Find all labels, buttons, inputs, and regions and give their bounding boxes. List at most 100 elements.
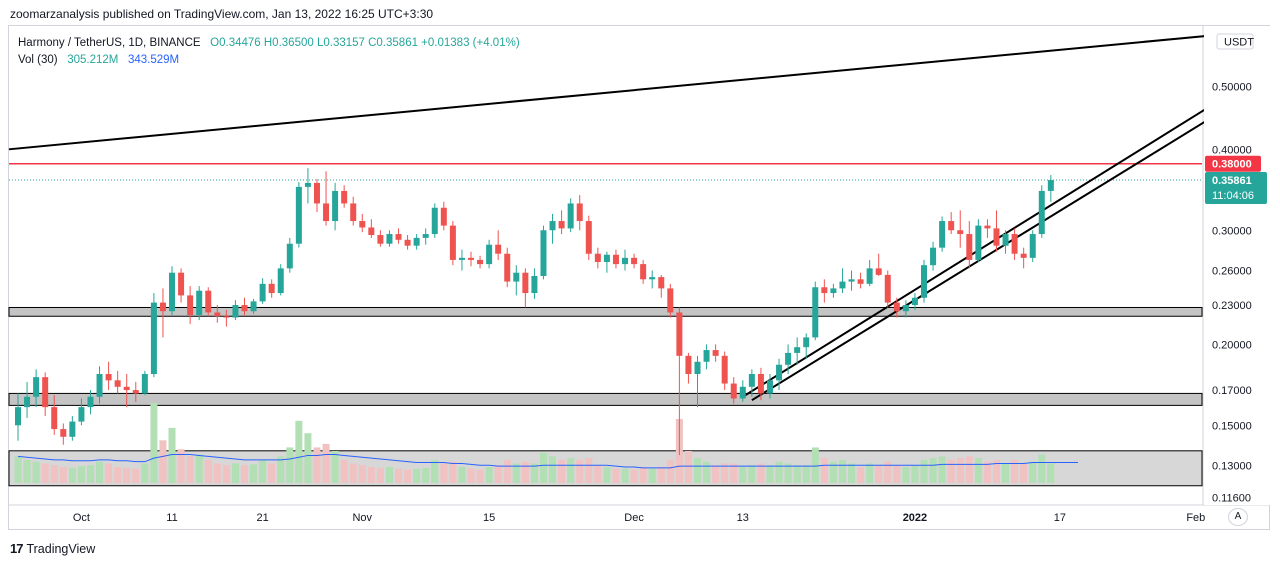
candle-body[interactable] — [812, 287, 819, 338]
candle-body[interactable] — [60, 429, 67, 437]
candle-body[interactable] — [268, 283, 275, 294]
candle-body[interactable] — [776, 364, 783, 381]
candle-body[interactable] — [150, 302, 157, 374]
candle-body[interactable] — [332, 190, 339, 222]
candle-body[interactable] — [277, 268, 284, 294]
candle-body[interactable] — [631, 257, 638, 265]
candle-body[interactable] — [422, 234, 429, 238]
candle-body[interactable] — [96, 373, 103, 397]
candle-body[interactable] — [939, 221, 946, 248]
candle-body[interactable] — [232, 305, 239, 318]
candle-body[interactable] — [576, 203, 583, 222]
legend-vol-label[interactable]: Vol (30) — [18, 54, 58, 66]
candle-body[interactable] — [676, 312, 683, 356]
auto-scale-button[interactable]: A — [1228, 508, 1248, 526]
candle-body[interactable] — [449, 225, 456, 260]
candle-body[interactable] — [930, 247, 937, 266]
candle-body[interactable] — [1020, 253, 1027, 258]
candle-body[interactable] — [440, 207, 447, 226]
candle-body[interactable] — [948, 221, 955, 231]
candle-body[interactable] — [205, 290, 212, 313]
candle-body[interactable] — [685, 355, 692, 374]
footer-branding[interactable]: 17 TradingView — [10, 541, 95, 556]
candle-body[interactable] — [323, 203, 330, 222]
candle-body[interactable] — [703, 350, 710, 362]
candle-body[interactable] — [540, 230, 547, 276]
candle-body[interactable] — [458, 257, 465, 260]
candle-body[interactable] — [622, 257, 629, 265]
support-zone[interactable] — [8, 306, 1203, 317]
candle-body[interactable] — [368, 227, 375, 235]
candle-body[interactable] — [830, 288, 837, 294]
candle-body[interactable] — [87, 396, 94, 408]
candle-body[interactable] — [957, 230, 964, 235]
candle-body[interactable] — [585, 221, 592, 254]
candle-body[interactable] — [549, 221, 556, 231]
candle-body[interactable] — [1047, 180, 1054, 191]
candle-body[interactable] — [558, 221, 565, 229]
candle-body[interactable] — [911, 297, 918, 306]
candle-body[interactable] — [404, 239, 411, 246]
candle-body[interactable] — [159, 302, 166, 312]
candle-body[interactable] — [522, 272, 529, 294]
candle-body[interactable] — [531, 275, 538, 294]
candle-body[interactable] — [1011, 234, 1018, 254]
candle-body[interactable] — [640, 264, 647, 280]
candle-body[interactable] — [386, 234, 393, 244]
candle-body[interactable] — [875, 268, 882, 275]
candle-body[interactable] — [866, 268, 873, 284]
candle-body[interactable] — [223, 316, 230, 318]
candle-body[interactable] — [24, 396, 31, 408]
candle-body[interactable] — [214, 312, 221, 317]
candle-body[interactable] — [431, 207, 438, 235]
candle-body[interactable] — [748, 373, 755, 387]
candle-body[interactable] — [603, 254, 610, 263]
candle-body[interactable] — [187, 295, 194, 315]
candle-body[interactable] — [803, 337, 810, 348]
candle-body[interactable] — [712, 350, 719, 356]
candle-body[interactable] — [495, 244, 502, 254]
candle-body[interactable] — [178, 272, 185, 296]
candle-body[interactable] — [69, 421, 76, 437]
candle-body[interactable] — [468, 257, 474, 260]
candle-body[interactable] — [667, 288, 674, 313]
candle-body[interactable] — [304, 182, 311, 187]
candle-body[interactable] — [259, 283, 266, 302]
candle-body[interactable] — [359, 221, 366, 228]
candle-body[interactable] — [350, 203, 357, 222]
candle-body[interactable] — [51, 407, 58, 430]
currency-box[interactable] — [1216, 33, 1254, 50]
candle-body[interactable] — [15, 407, 21, 426]
trendline[interactable] — [8, 34, 1215, 151]
candle-body[interactable] — [848, 279, 855, 282]
candle-body[interactable] — [313, 182, 320, 204]
candle-body[interactable] — [766, 380, 773, 394]
candle-body[interactable] — [1029, 234, 1036, 258]
candle-body[interactable] — [884, 274, 891, 303]
candle-body[interactable] — [785, 352, 792, 365]
candle-body[interactable] — [739, 386, 746, 399]
candle-body[interactable] — [984, 225, 991, 229]
candle-body[interactable] — [721, 355, 728, 384]
candle-body[interactable] — [821, 287, 828, 294]
candle-body[interactable] — [486, 244, 493, 265]
candle-body[interactable] — [286, 243, 293, 269]
legend-symbol[interactable]: Harmony / TetherUS, 1D, BINANCE — [18, 37, 201, 49]
candle-body[interactable] — [966, 234, 973, 260]
candle-body[interactable] — [857, 279, 864, 284]
candle-body[interactable] — [975, 225, 982, 260]
candle-body[interactable] — [132, 390, 139, 394]
candle-body[interactable] — [921, 265, 927, 298]
support-zone[interactable] — [8, 392, 1203, 406]
candle-body[interactable] — [413, 237, 420, 246]
candle-body[interactable] — [612, 254, 619, 265]
candle-body[interactable] — [658, 277, 665, 289]
candle-body[interactable] — [241, 305, 248, 312]
candle-body[interactable] — [504, 253, 511, 282]
trendline[interactable] — [751, 115, 1215, 402]
candle-body[interactable] — [513, 272, 520, 282]
candle-body[interactable] — [757, 373, 764, 394]
candle-body[interactable] — [123, 386, 130, 391]
candle-body[interactable] — [105, 373, 112, 381]
candle-body[interactable] — [893, 302, 900, 312]
